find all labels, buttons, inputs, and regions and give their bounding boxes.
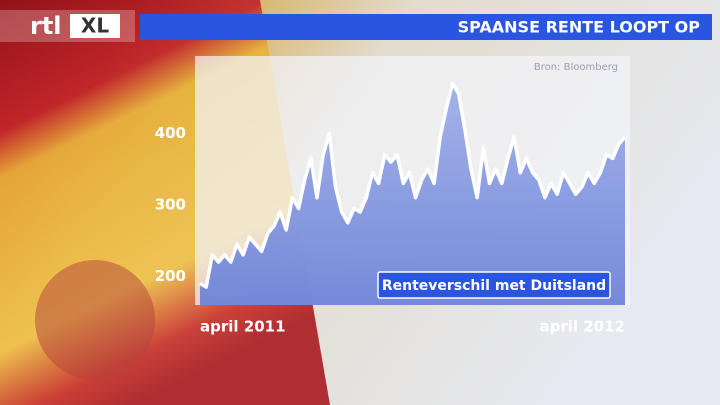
- legend-box: [377, 271, 611, 299]
- legend-label: Renteverschil met Duitsland: [382, 278, 606, 294]
- source: Bron: Bloomberg: [534, 62, 618, 73]
- title-bar: [140, 14, 712, 40]
- logo-xl: XL: [81, 14, 109, 38]
- area: [200, 83, 625, 305]
- crest-backdrop: [35, 260, 155, 380]
- chart-title: SPAANSE RENTE LOOPT OP: [458, 18, 701, 37]
- logo-xl-box: [70, 14, 120, 38]
- y-tick-label: 300: [155, 195, 186, 213]
- y-tick-label: 400: [155, 124, 186, 142]
- x-tick-label: april 2012: [539, 318, 625, 336]
- line: [199, 81, 627, 289]
- logo-rtl: rtl: [30, 12, 62, 40]
- y-tick-label: 200: [155, 267, 186, 285]
- x-tick-label: april 2011: [200, 318, 286, 336]
